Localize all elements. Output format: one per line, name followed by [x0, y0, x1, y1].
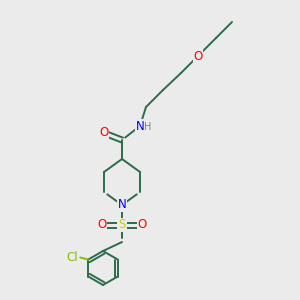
Text: O: O — [137, 218, 147, 232]
Text: O: O — [98, 218, 106, 232]
Text: O: O — [99, 127, 109, 140]
Text: N: N — [136, 119, 144, 133]
Text: N: N — [118, 199, 126, 212]
Text: O: O — [194, 50, 202, 62]
Text: S: S — [118, 218, 126, 232]
Text: Cl: Cl — [67, 251, 78, 264]
Text: H: H — [144, 122, 152, 132]
